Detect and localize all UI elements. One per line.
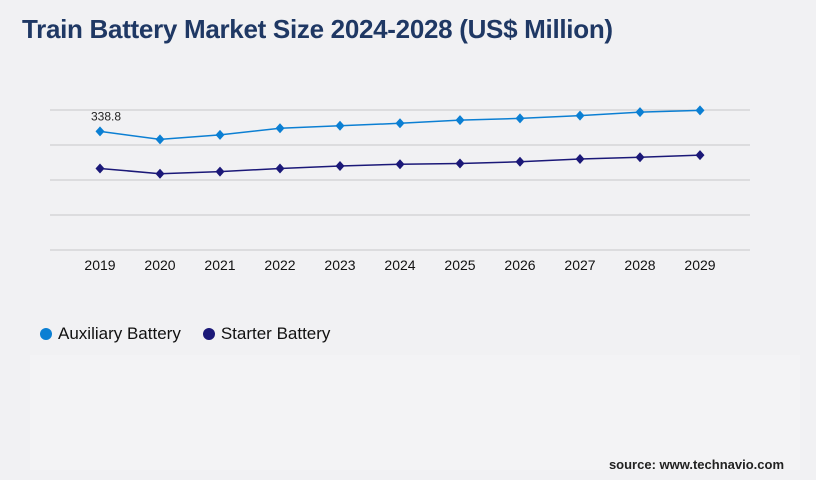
- x-tick-label: 2024: [384, 257, 415, 273]
- legend-panel: [30, 355, 800, 470]
- data-point: [215, 166, 225, 177]
- data-point: [575, 110, 585, 121]
- x-tick-label: 2019: [84, 257, 115, 273]
- x-tick-label: 2025: [444, 257, 475, 273]
- legend-item-auxiliary[interactable]: Auxiliary Battery: [40, 324, 181, 344]
- x-tick-label: 2026: [504, 257, 535, 273]
- data-point: [275, 163, 285, 174]
- source-note: source: www.technavio.com: [608, 457, 784, 472]
- data-point: [455, 115, 465, 126]
- chart-title: Train Battery Market Size 2024-2028 (US$…: [22, 14, 613, 44]
- x-tick-label: 2020: [144, 257, 175, 273]
- data-point: [95, 163, 105, 174]
- data-point: [635, 152, 645, 163]
- data-point: [395, 159, 405, 170]
- legend-item-starter[interactable]: Starter Battery: [202, 324, 331, 344]
- x-tick-label: 2022: [264, 257, 295, 273]
- data-point: [575, 154, 585, 164]
- data-point: [155, 168, 165, 179]
- legend: Auxiliary Battery Starter Battery: [40, 324, 330, 344]
- data-point: [215, 129, 225, 140]
- data-point: [335, 161, 345, 171]
- x-tick-label: 2023: [324, 257, 355, 273]
- data-point: [335, 120, 345, 131]
- data-label: 338.8: [91, 109, 121, 123]
- data-point: [455, 158, 465, 169]
- x-tick-label: 2021: [204, 257, 235, 273]
- data-point: [155, 134, 165, 145]
- legend-marker-icon: [40, 328, 52, 340]
- data-point: [95, 126, 105, 137]
- data-point: [635, 107, 645, 118]
- legend-label: Starter Battery: [220, 324, 331, 343]
- data-point: [395, 118, 405, 129]
- data-point: [515, 156, 525, 167]
- data-point: [515, 113, 525, 124]
- x-tick-label: 2027: [564, 257, 595, 273]
- legend-label: Auxiliary Battery: [58, 324, 181, 343]
- data-point: [275, 123, 285, 134]
- data-point: [695, 105, 705, 116]
- x-tick-label: 2028: [624, 257, 655, 273]
- legend-marker-icon: [202, 328, 215, 340]
- x-tick-label: 2029: [684, 257, 715, 273]
- data-point: [695, 150, 705, 161]
